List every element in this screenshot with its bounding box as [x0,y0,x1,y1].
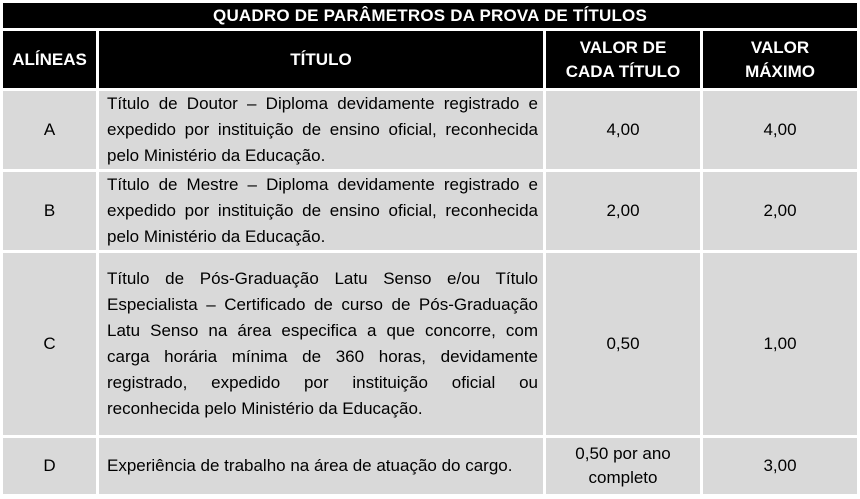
titulo-description: Título de Doutor – Diploma devidamente r… [99,91,543,169]
alinea-letter: A [3,91,96,169]
table-row-b: B Título de Mestre – Diploma devidamente… [3,172,858,250]
table-row-d: D Experiência de trabalho na área de atu… [3,438,858,494]
valor-cada-titulo-value: 2,00 [546,172,700,250]
alinea-letter: B [3,172,96,250]
table-title-row: QUADRO DE PARÂMETROS DA PROVA DE TÍTULOS [3,3,858,28]
valor-cada-titulo-value: 0,50 [546,253,700,435]
valor-cada-titulo-value: 4,00 [546,91,700,169]
titulo-description: Título de Mestre – Diploma devidamente r… [99,172,543,250]
titulo-description: Título de Pós-Graduação Latu Senso e/ou … [99,253,543,435]
table-title: QUADRO DE PARÂMETROS DA PROVA DE TÍTULOS [3,3,858,28]
table-header-row: ALÍNEAS TÍTULO VALOR DE CADA TÍTULO VALO… [3,31,858,88]
valor-cada-titulo-value: 0,50 por ano completo [546,438,700,494]
column-header-valor-maximo: VALOR MÁXIMO [703,31,858,88]
column-header-valor-cada-titulo: VALOR DE CADA TÍTULO [546,31,700,88]
column-header-titulo: TÍTULO [99,31,543,88]
table-row-a: A Título de Doutor – Diploma devidamente… [3,91,858,169]
valor-maximo-value: 3,00 [703,438,858,494]
valor-maximo-value: 4,00 [703,91,858,169]
alinea-letter: D [3,438,96,494]
alinea-letter: C [3,253,96,435]
valor-maximo-value: 2,00 [703,172,858,250]
valor-maximo-value: 1,00 [703,253,858,435]
column-header-alineas: ALÍNEAS [3,31,96,88]
table-row-c: C Título de Pós-Graduação Latu Senso e/o… [3,253,858,435]
titulo-description: Experiência de trabalho na área de atuaç… [99,438,543,494]
